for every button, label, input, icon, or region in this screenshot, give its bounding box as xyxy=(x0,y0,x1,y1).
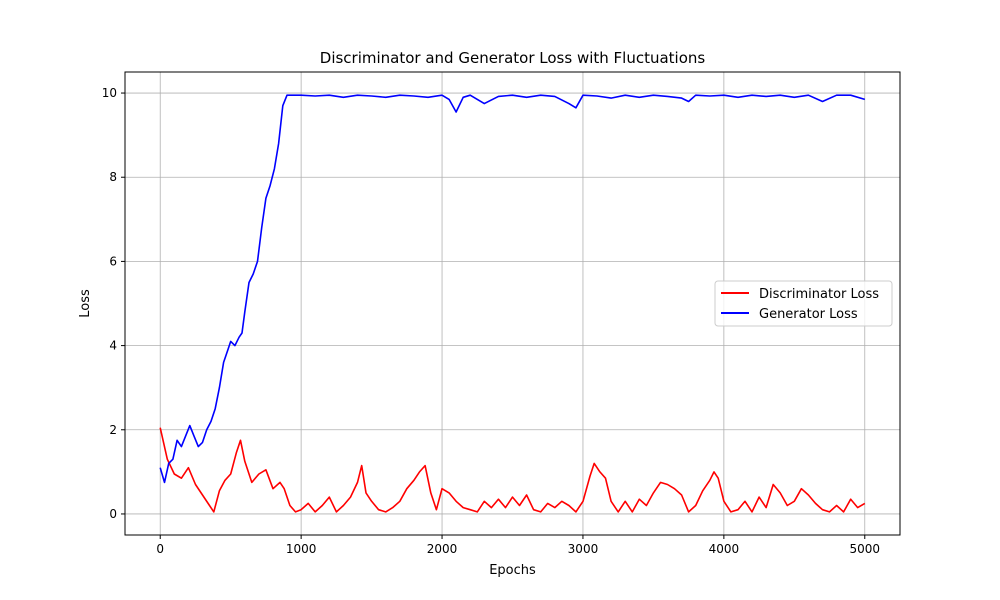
axis-ticks: 0 1000 2000 3000 4000 5000 0 2 4 6 8 10 xyxy=(102,86,880,556)
grid-lines xyxy=(125,72,900,535)
y-tick-label: 2 xyxy=(109,423,117,437)
y-tick-label: 4 xyxy=(109,339,117,353)
series-line-generator xyxy=(159,94,866,484)
y-tick-label: 6 xyxy=(109,254,117,268)
x-tick-label: 4000 xyxy=(709,542,740,556)
legend-label-discriminator: Discriminator Loss xyxy=(759,287,879,302)
plot-area-frame xyxy=(124,71,901,536)
legend-box xyxy=(714,280,893,327)
x-tick-label: 2000 xyxy=(427,542,458,556)
series-layer xyxy=(159,94,866,513)
x-axis-label: Epochs xyxy=(489,563,536,578)
x-tick-label: 1000 xyxy=(286,542,317,556)
legend: Discriminator Loss Generator Loss xyxy=(714,280,893,327)
x-tick-label: 5000 xyxy=(849,542,880,556)
series-line-discriminator xyxy=(159,427,866,513)
x-tick-label: 3000 xyxy=(568,542,599,556)
y-axis-label: Loss xyxy=(78,289,93,318)
chart-title: Discriminator and Generator Loss with Fl… xyxy=(320,49,706,67)
legend-label-generator: Generator Loss xyxy=(759,307,858,322)
y-tick-label: 8 xyxy=(109,170,117,184)
y-tick-label: 0 xyxy=(109,507,117,521)
x-tick-label: 0 xyxy=(156,542,164,556)
y-tick-label: 10 xyxy=(102,86,117,100)
